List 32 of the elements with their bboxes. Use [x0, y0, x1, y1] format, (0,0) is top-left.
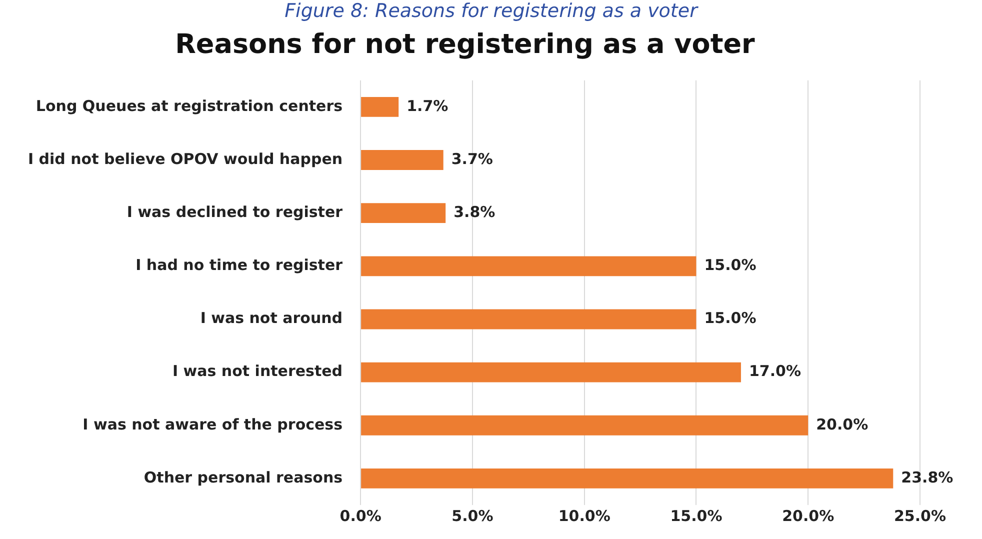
y-tick-label: I did not believe OPOV would happen — [28, 150, 343, 168]
x-tick-label: 10.0% — [558, 506, 610, 525]
x-tick-label: 5.0% — [452, 506, 494, 525]
y-tick-label: Other personal reasons — [144, 468, 343, 486]
bar — [361, 309, 696, 330]
x-tick-label: 15.0% — [670, 506, 722, 525]
y-tick-label: I was declined to register — [126, 202, 344, 221]
x-tick-label: 0.0% — [340, 506, 382, 525]
y-tick-label: Long Queues at registration centers — [36, 96, 343, 115]
bar — [361, 362, 741, 382]
data-label: 20.0% — [816, 415, 868, 434]
chart-title: Reasons for not registering as a voter — [175, 29, 756, 60]
bar — [361, 96, 399, 117]
bar — [361, 468, 894, 488]
x-tick-label: 25.0% — [894, 506, 946, 525]
data-label: 15.0% — [704, 309, 756, 328]
data-label: 1.7% — [406, 96, 448, 115]
bar — [361, 150, 444, 170]
data-label: 23.8% — [901, 468, 954, 486]
data-label: 3.8% — [454, 202, 496, 221]
y-tick-label: I was not interested — [172, 362, 343, 380]
caption: Figure 8: Reasons for registering as a voter — [284, 0, 700, 22]
x-tick-label: 20.0% — [782, 506, 834, 525]
y-tick-label: I had no time to register — [136, 256, 344, 274]
bar — [361, 256, 696, 276]
data-label: 15.0% — [704, 256, 756, 274]
bar — [361, 203, 446, 224]
data-label: 17.0% — [748, 362, 802, 380]
data-label: 3.7% — [451, 150, 493, 168]
y-tick-label: I was not aware of the process — [82, 415, 343, 434]
bar — [361, 415, 808, 436]
y-tick-label: I was not around — [200, 309, 343, 328]
